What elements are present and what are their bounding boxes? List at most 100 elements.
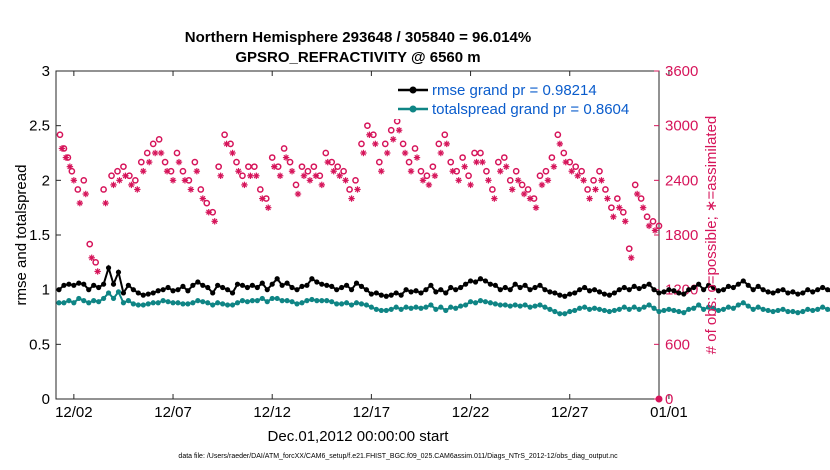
totalspread-point (279, 298, 285, 304)
rmse-point (150, 290, 156, 296)
rmse-point (234, 281, 241, 287)
obs-assimilated-point (76, 199, 84, 207)
rmse-point (299, 283, 305, 289)
obs-possible-point (80, 176, 88, 184)
obs-assimilated-point (622, 218, 629, 225)
rmse-point (552, 290, 558, 296)
obs-assimilated-point (134, 186, 141, 193)
obs-possible-point (56, 131, 64, 139)
obs-possible-point (411, 145, 419, 152)
rmse-point (616, 287, 622, 293)
totalspread-point (334, 301, 340, 307)
obs-possible-point (578, 167, 585, 175)
obs-assimilated-point (110, 181, 117, 189)
obs-assimilated-point (461, 163, 468, 170)
totalspread-point (572, 307, 578, 314)
rmse-point (56, 287, 62, 293)
rmse-point (244, 284, 251, 291)
obs-assimilated-point (473, 158, 480, 166)
totalspread-point (567, 308, 573, 315)
obs-possible-point (399, 140, 407, 148)
y-right-tick-label: 3000 (665, 118, 698, 135)
rmse-point (140, 292, 146, 298)
obs-possible-point (536, 172, 544, 180)
totalspread-point (96, 299, 102, 305)
totalspread-point (676, 308, 682, 315)
rmse-point (239, 282, 246, 288)
totalspread-point (800, 308, 806, 315)
obs-possible-point (590, 176, 597, 184)
rmse-point (502, 284, 508, 291)
y-right-tick-label: 3600 (665, 63, 698, 80)
obs-assimilated-point (235, 168, 242, 175)
totalspread-point (170, 300, 176, 306)
rmse-point (795, 291, 801, 297)
obs-assimilated-point (169, 177, 177, 184)
obs-possible-point (114, 167, 121, 175)
obs-possible-point (346, 186, 353, 193)
totalspread-point (205, 300, 211, 306)
totalspread-point (472, 300, 479, 306)
totalspread-point (686, 306, 692, 312)
rmse-point (423, 287, 429, 293)
obs-assimilated-point (82, 190, 89, 198)
totalspread-point (532, 303, 538, 309)
obs-assimilated-point (550, 163, 558, 170)
totalspread-point (343, 300, 350, 306)
rmse-point (448, 284, 454, 291)
obs-possible-point (292, 181, 300, 189)
totalspread-point (780, 306, 786, 312)
totalspread-point (705, 304, 712, 310)
rmse-point (765, 289, 771, 295)
rmse-point (800, 290, 806, 296)
obs-possible-point (381, 140, 389, 148)
obs-assimilated-point (122, 172, 129, 179)
obs-possible-point (602, 186, 609, 193)
rmse-point (681, 291, 687, 297)
rmse-point (482, 278, 489, 284)
totalspread-point (542, 304, 548, 310)
y-axis-label: rmse and totalspread (13, 165, 30, 306)
totalspread-point (71, 300, 77, 306)
rmse-point (264, 287, 270, 293)
obs-assimilated-point (503, 163, 510, 170)
obs-possible-point (477, 149, 484, 157)
obs-possible-point (358, 140, 365, 148)
totalspread-point (378, 307, 384, 314)
totalspread-point (710, 305, 717, 311)
obs-assimilated-point (312, 172, 320, 179)
obs-assimilated-point (485, 177, 492, 184)
obs-assimilated-point (419, 177, 427, 184)
rmse-point (730, 284, 736, 291)
totalspread-point (601, 307, 608, 314)
totalspread-point (696, 302, 702, 308)
totalspread-point (160, 298, 166, 304)
rmse-point (572, 290, 578, 296)
obs-possible-point (334, 163, 342, 171)
rmse-point (720, 287, 727, 293)
plot-area (55, 70, 660, 400)
rmse-point (705, 282, 712, 288)
obs-assimilated-point (366, 131, 373, 138)
rmse-point (715, 288, 722, 294)
obs-assimilated-point (288, 168, 296, 175)
rmse-point (492, 282, 498, 288)
rmse-point (294, 287, 300, 293)
obs-assimilated-point (449, 168, 456, 175)
obs-assimilated-point (300, 172, 308, 179)
rmse-point (477, 276, 484, 282)
obs-assimilated-point (443, 140, 450, 148)
totalspread-point (368, 304, 374, 310)
obs-possible-point (542, 167, 550, 175)
obs-assimilated-point (175, 158, 183, 166)
totalspread-point (656, 308, 662, 315)
obs-assimilated-point (628, 254, 635, 261)
obs-zero-marker (655, 395, 663, 403)
totalspread-point (428, 302, 434, 308)
totalspread-point (755, 304, 761, 310)
totalspread-point (339, 301, 345, 307)
totalspread-point (582, 304, 588, 310)
rmse-point (249, 282, 255, 288)
totalspread-point (120, 300, 127, 306)
totalspread-point (314, 298, 320, 304)
